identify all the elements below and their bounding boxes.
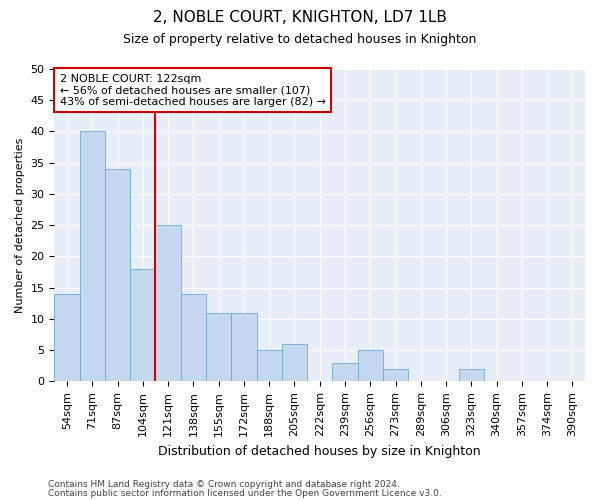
Text: Size of property relative to detached houses in Knighton: Size of property relative to detached ho… — [124, 32, 476, 46]
Bar — [332, 362, 358, 382]
X-axis label: Distribution of detached houses by size in Knighton: Distribution of detached houses by size … — [158, 444, 481, 458]
Bar — [282, 344, 307, 382]
Bar — [458, 369, 484, 382]
Bar — [383, 369, 408, 382]
Bar — [358, 350, 383, 382]
Text: 2 NOBLE COURT: 122sqm
← 56% of detached houses are smaller (107)
43% of semi-det: 2 NOBLE COURT: 122sqm ← 56% of detached … — [60, 74, 326, 107]
Bar — [130, 269, 155, 382]
Bar — [206, 312, 231, 382]
Text: Contains HM Land Registry data © Crown copyright and database right 2024.: Contains HM Land Registry data © Crown c… — [48, 480, 400, 489]
Bar — [257, 350, 282, 382]
Y-axis label: Number of detached properties: Number of detached properties — [15, 138, 25, 313]
Bar — [181, 294, 206, 382]
Bar — [55, 294, 80, 382]
Text: Contains public sector information licensed under the Open Government Licence v3: Contains public sector information licen… — [48, 488, 442, 498]
Bar — [105, 169, 130, 382]
Bar — [155, 225, 181, 382]
Text: 2, NOBLE COURT, KNIGHTON, LD7 1LB: 2, NOBLE COURT, KNIGHTON, LD7 1LB — [153, 10, 447, 25]
Bar — [80, 132, 105, 382]
Bar — [231, 312, 257, 382]
